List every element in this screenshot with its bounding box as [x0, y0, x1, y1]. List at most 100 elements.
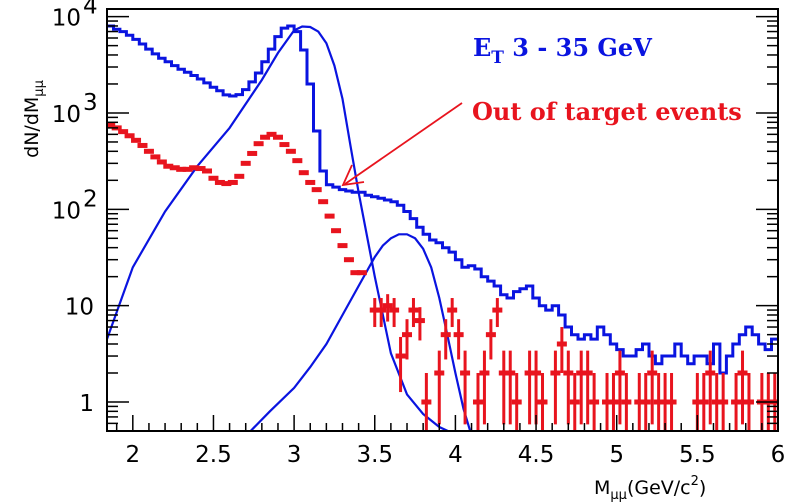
x-tick-label: 5.5: [679, 442, 716, 468]
out-of-target-point: [176, 166, 187, 172]
point-marker: [453, 332, 464, 338]
out-of-target-point: [408, 298, 419, 328]
point-marker: [602, 399, 613, 405]
out-of-target-point: [292, 158, 303, 164]
point-marker: [298, 170, 309, 176]
x-tick-label: 2.5: [195, 442, 232, 468]
point-marker: [421, 399, 432, 405]
out-of-target-point: [660, 372, 671, 431]
point-marker: [131, 137, 142, 143]
point-marker: [395, 353, 406, 359]
point-marker: [285, 148, 296, 154]
point-marker: [221, 181, 232, 187]
point-marker: [737, 370, 748, 376]
out-of-target-point: [156, 159, 167, 165]
point-marker: [647, 370, 658, 376]
point-marker: [556, 341, 567, 347]
out-of-target-point: [208, 175, 219, 181]
point-marker: [731, 399, 742, 405]
out-of-target-point: [472, 372, 483, 431]
point-marker: [176, 166, 187, 172]
point-marker: [460, 370, 471, 376]
out-of-target-point: [169, 165, 180, 171]
out-of-target-point: [395, 336, 406, 393]
out-of-target-point: [234, 173, 245, 179]
point-marker: [389, 307, 400, 313]
out-of-target-point: [563, 350, 574, 425]
point-marker: [434, 370, 445, 376]
out-of-target-label: Out of target events: [472, 97, 742, 126]
point-marker: [660, 399, 671, 405]
point-marker: [498, 370, 509, 376]
point-marker: [634, 399, 645, 405]
out-of-target-point: [382, 294, 393, 322]
out-of-target-point: [647, 350, 658, 425]
out-of-target-point: [569, 372, 580, 431]
out-of-target-point: [692, 372, 703, 431]
out-of-target-point: [182, 166, 193, 172]
et-range-sub: T: [491, 48, 504, 68]
out-of-target-point: [460, 350, 471, 425]
out-of-target-point: [298, 170, 309, 176]
point-marker: [208, 175, 219, 181]
point-marker: [550, 370, 561, 376]
point-marker: [195, 166, 206, 172]
y-tick-label: 10: [52, 6, 81, 32]
point-marker: [692, 399, 703, 405]
out-of-target-point: [479, 350, 490, 425]
out-of-target-point: [453, 319, 464, 360]
out-of-target-point: [621, 372, 632, 431]
out-of-target-point: [414, 307, 425, 341]
point-marker: [537, 399, 548, 405]
point-marker: [143, 148, 154, 154]
out-of-target-point: [634, 372, 645, 431]
point-marker: [189, 165, 200, 171]
out-of-target-point: [402, 319, 413, 360]
out-of-target-point: [305, 179, 316, 185]
point-marker: [202, 168, 213, 174]
out-of-target-point: [214, 179, 225, 185]
out-of-target-point: [163, 163, 174, 169]
out-of-target-point: [107, 122, 116, 128]
point-marker: [511, 399, 522, 405]
point-marker: [414, 318, 425, 324]
out-of-target-point: [640, 372, 651, 431]
out-of-target-point: [498, 350, 509, 425]
y-tick-label: 10: [52, 198, 81, 224]
x-axis-title-sup: 2: [691, 474, 699, 489]
out-of-target-point: [589, 372, 600, 431]
out-of-target-point: [131, 137, 142, 143]
point-marker: [156, 159, 167, 165]
out-of-target-point: [202, 168, 213, 174]
point-marker: [614, 370, 625, 376]
point-marker: [266, 131, 277, 137]
y-tick-label-exponent: 3: [83, 90, 98, 116]
point-marker: [576, 370, 587, 376]
y-tick-label: 10: [52, 102, 81, 128]
out-of-target-point: [240, 160, 251, 166]
point-marker: [621, 399, 632, 405]
point-marker: [640, 399, 651, 405]
out-of-target-point: [582, 350, 593, 425]
x-axis-title: Mμμ(GeV/c2): [594, 474, 706, 503]
out-of-target-point: [285, 148, 296, 154]
out-of-target-point: [260, 134, 271, 140]
out-of-target-point: [705, 350, 716, 425]
point-marker: [337, 243, 348, 249]
point-marker: [124, 133, 135, 139]
out-of-target-point: [337, 243, 348, 249]
out-of-target-point: [143, 148, 154, 154]
out-of-target-point: [556, 327, 567, 373]
point-marker: [137, 142, 148, 148]
x-tick-label: 4: [448, 442, 463, 468]
out-of-target-point: [718, 372, 729, 431]
plot-border: [106, 8, 779, 432]
out-of-target-point: [492, 298, 503, 328]
out-of-target-point: [537, 372, 548, 431]
out-of-target-point: [505, 350, 516, 425]
point-marker: [666, 399, 677, 405]
out-of-target-point: [324, 213, 335, 219]
point-marker: [331, 228, 342, 234]
out-of-target-point: [221, 181, 232, 187]
